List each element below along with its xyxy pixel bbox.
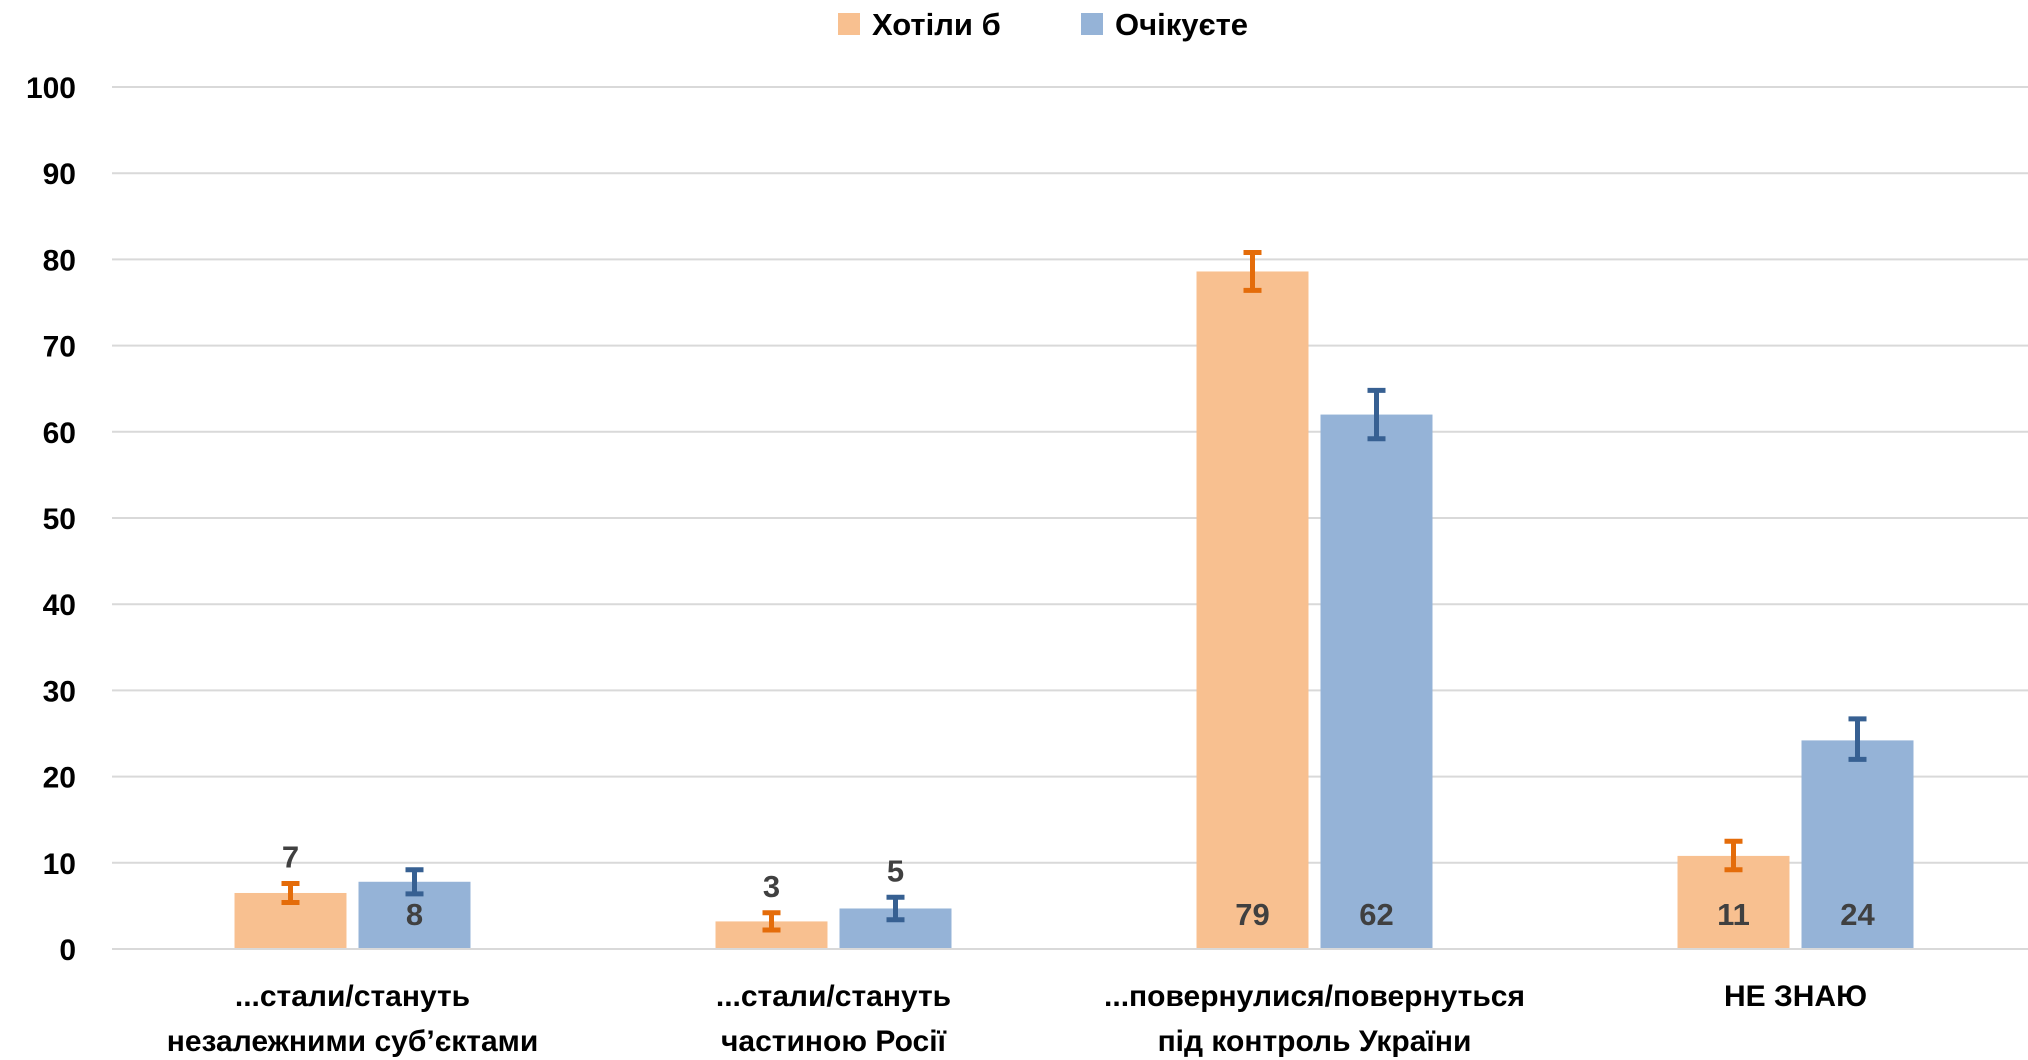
category-label-2-line-1: під контроль України [1158, 1025, 1472, 1058]
bar-s1-c3 [1801, 740, 1914, 949]
data-label-s0-c2: 79 [1235, 897, 1269, 932]
category-label-0-line-0: ...стали/стануть [235, 980, 470, 1013]
y-tick-label-50: 50 [43, 503, 76, 536]
data-label-s1-c0: 8 [406, 897, 423, 932]
y-tick-label-60: 60 [43, 417, 76, 450]
data-label-s0-c1: 3 [763, 869, 780, 904]
category-label-3-line-0: НЕ ЗНАЮ [1724, 980, 1867, 1013]
data-label-s1-c3: 24 [1840, 897, 1875, 932]
y-tick-label-0: 0 [59, 934, 76, 967]
data-label-s0-c0: 7 [282, 839, 299, 874]
data-label-s1-c1: 5 [887, 853, 904, 888]
category-label-1-line-1: частиною Росії [721, 1025, 947, 1058]
legend-swatch-0 [838, 13, 860, 35]
y-tick-label-40: 40 [43, 589, 76, 622]
data-label-s0-c3: 11 [1717, 897, 1750, 932]
legend-swatch-1 [1081, 13, 1103, 35]
y-tick-label-30: 30 [43, 675, 76, 708]
y-tick-label-70: 70 [43, 331, 76, 364]
category-label-0-line-1: незалежними суб’єктами [167, 1025, 539, 1058]
y-tick-label-20: 20 [43, 762, 76, 795]
data-label-s1-c2: 62 [1359, 897, 1393, 932]
legend-label-1: Очікуєте [1115, 7, 1248, 42]
bar-s0-c2 [1196, 271, 1309, 949]
bar-s1-c2 [1320, 414, 1433, 949]
y-tick-label-100: 100 [26, 72, 76, 105]
category-label-2-line-0: ...повернулися/повернуться [1104, 980, 1525, 1013]
legend-label-0: Хотіли б [872, 7, 1001, 42]
y-tick-label-10: 10 [43, 848, 76, 881]
category-label-1-line-0: ...стали/стануть [716, 980, 951, 1013]
y-tick-label-80: 80 [43, 244, 76, 277]
y-tick-label-90: 90 [43, 158, 76, 191]
